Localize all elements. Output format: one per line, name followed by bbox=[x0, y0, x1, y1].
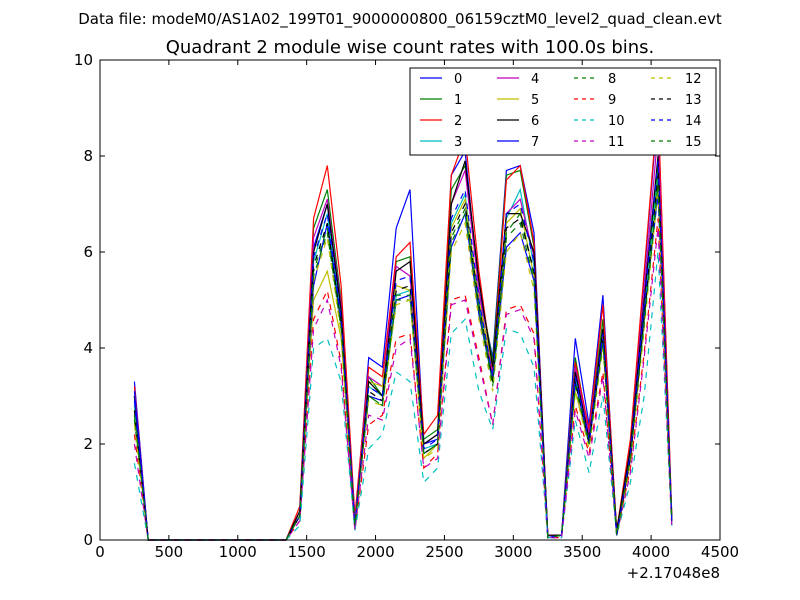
legend-label-1: 1 bbox=[454, 93, 462, 108]
series-line-8 bbox=[133, 179, 673, 541]
series-line-11 bbox=[133, 227, 673, 541]
legend-label-2: 2 bbox=[454, 114, 462, 129]
series-line-2 bbox=[133, 103, 673, 541]
legend-label-8: 8 bbox=[608, 72, 616, 87]
series-line-14 bbox=[133, 160, 673, 541]
legend-label-9: 9 bbox=[608, 93, 616, 108]
legend-label-7: 7 bbox=[531, 135, 539, 150]
series-line-13 bbox=[133, 175, 673, 541]
data-file-label: Data file: modeM0/AS1A02_199T01_90000008… bbox=[78, 10, 722, 29]
legend-box bbox=[409, 67, 717, 156]
x-tick-label: 1000 bbox=[219, 543, 257, 561]
series-line-12 bbox=[133, 189, 673, 541]
x-tick-label: 0 bbox=[95, 543, 105, 561]
series-line-10 bbox=[133, 251, 673, 541]
chart-title: Quadrant 2 module wise count rates with … bbox=[166, 37, 655, 58]
x-tick-label: 2500 bbox=[425, 543, 463, 561]
series-lines bbox=[133, 103, 673, 541]
x-tick-label: 3000 bbox=[494, 543, 532, 561]
legend-label-0: 0 bbox=[454, 72, 462, 87]
y-tick-label: 2 bbox=[83, 435, 93, 453]
series-line-3 bbox=[133, 175, 673, 541]
legend-label-3: 3 bbox=[454, 135, 462, 150]
series-line-0 bbox=[133, 107, 673, 541]
series-line-15 bbox=[133, 184, 673, 541]
legend-label-4: 4 bbox=[531, 72, 539, 87]
x-tick-label: 500 bbox=[155, 543, 184, 561]
series-line-1 bbox=[133, 163, 673, 541]
legend-label-15: 15 bbox=[685, 135, 702, 150]
y-tick-label: 4 bbox=[83, 339, 93, 357]
series-line-5 bbox=[133, 184, 673, 541]
y-tick-label: 0 bbox=[83, 531, 93, 549]
y-tick-label: 6 bbox=[83, 243, 93, 261]
plot-frame bbox=[99, 59, 721, 541]
x-tick-label: 4500 bbox=[701, 543, 739, 561]
legend-label-13: 13 bbox=[685, 93, 702, 108]
legend-label-11: 11 bbox=[608, 135, 625, 150]
legend-label-12: 12 bbox=[685, 72, 702, 87]
legend-label-5: 5 bbox=[531, 93, 539, 108]
legend-label-14: 14 bbox=[685, 114, 702, 129]
series-line-7 bbox=[133, 194, 673, 541]
x-offset-label: +2.17048e8 bbox=[627, 564, 720, 582]
x-tick-label: 1500 bbox=[288, 543, 326, 561]
series-line-6 bbox=[133, 155, 673, 541]
legend-label-6: 6 bbox=[531, 114, 539, 129]
y-tick-label: 10 bbox=[74, 51, 93, 69]
y-tick-label: 8 bbox=[83, 147, 93, 165]
x-tick-label: 2000 bbox=[356, 543, 394, 561]
x-tick-label: 3500 bbox=[563, 543, 601, 561]
x-tick-label: 4000 bbox=[632, 543, 670, 561]
axis-ticks: 0 500 1000 1500 2000 2500 3000 3500 4000 4500 0 2 4 6… bbox=[74, 51, 739, 561]
legend-label-10: 10 bbox=[608, 114, 625, 129]
